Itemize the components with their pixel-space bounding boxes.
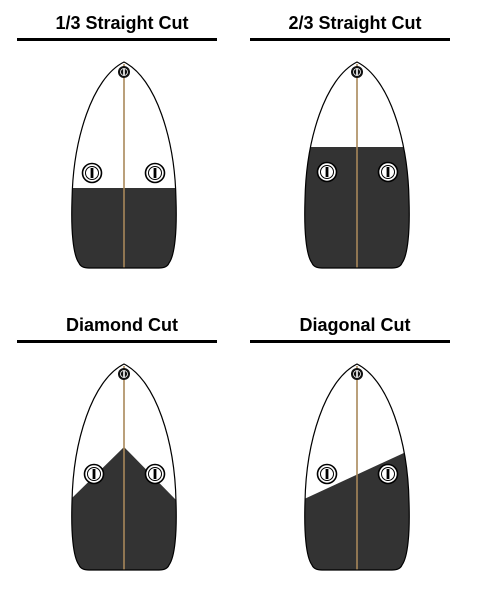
leash-plug-icon: [351, 66, 363, 78]
fin-plug-icon: [316, 161, 338, 183]
board-outline: [304, 61, 410, 269]
panel-third-straight-cut: 1/3 Straight Cut: [17, 0, 227, 290]
surfboard-diagonal-cut: [304, 363, 410, 571]
leash-plug-icon: [118, 368, 130, 380]
panel-title: Diamond Cut: [66, 315, 178, 335]
title-underline: [250, 340, 450, 343]
fin-plug-icon: [144, 162, 166, 184]
cut-region: [71, 188, 177, 268]
fin-plug-icon: [316, 463, 338, 485]
fin-plug-icon: [83, 463, 105, 485]
panel-diagonal-cut: Diagonal Cut: [250, 302, 460, 592]
surfboard-third-cut: [71, 61, 177, 269]
fin-plug-icon: [377, 463, 399, 485]
title-underline: [17, 340, 217, 343]
leash-plug-icon: [351, 368, 363, 380]
leash-plug-icon: [118, 66, 130, 78]
panel-two-thirds-straight-cut: 2/3 Straight Cut: [250, 0, 460, 290]
panel-title: 2/3 Straight Cut: [288, 13, 422, 33]
board-outline: [304, 363, 410, 571]
fin-plug-icon: [81, 162, 103, 184]
surfboard-two-thirds-cut: [304, 61, 410, 269]
surfboard-diamond-cut: [71, 363, 177, 571]
fin-plug-icon: [377, 161, 399, 183]
board-outline: [71, 61, 177, 269]
panel-diamond-cut: Diamond Cut: [17, 302, 227, 592]
panel-title: Diagonal Cut: [299, 315, 411, 335]
title-underline: [250, 38, 450, 41]
board-outline: [71, 363, 177, 571]
title-underline: [17, 38, 217, 41]
fin-plug-icon: [144, 463, 166, 485]
panel-title: 1/3 Straight Cut: [55, 13, 189, 33]
